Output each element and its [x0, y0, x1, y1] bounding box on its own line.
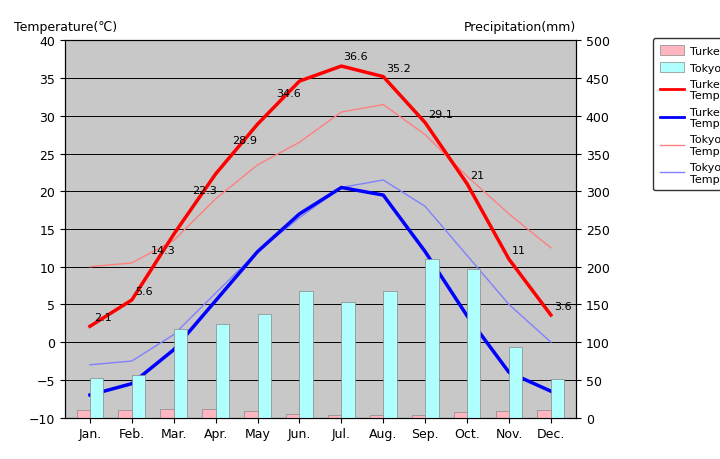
Text: 28.9: 28.9: [233, 136, 258, 146]
Text: 21: 21: [470, 170, 485, 180]
Bar: [244, 411, 258, 418]
Bar: [174, 330, 187, 418]
Bar: [370, 415, 383, 418]
Bar: [341, 302, 355, 418]
Text: 2.1: 2.1: [94, 313, 112, 323]
Bar: [258, 314, 271, 418]
Bar: [383, 291, 397, 418]
Bar: [202, 409, 216, 418]
Text: 5.6: 5.6: [135, 286, 153, 296]
Bar: [328, 414, 341, 418]
Text: 34.6: 34.6: [276, 89, 301, 99]
Bar: [537, 410, 551, 418]
Text: 11: 11: [513, 246, 526, 256]
Bar: [118, 410, 132, 418]
Text: 14.3: 14.3: [150, 246, 176, 256]
Bar: [216, 325, 229, 418]
Bar: [509, 347, 523, 418]
Bar: [412, 414, 425, 418]
Text: 36.6: 36.6: [343, 51, 368, 62]
Bar: [161, 409, 174, 418]
Bar: [90, 379, 104, 418]
Text: Temperature(℃): Temperature(℃): [14, 21, 117, 34]
Text: 35.2: 35.2: [387, 63, 411, 73]
Bar: [495, 411, 509, 418]
Text: 3.6: 3.6: [554, 301, 572, 311]
Bar: [76, 410, 90, 418]
Text: 22.3: 22.3: [193, 185, 217, 196]
Legend: Turkestan Prop., Tokyo Prop., Turkestan High
Temp., Turkestan Low
Temp., Tokyo H: Turkestan Prop., Tokyo Prop., Turkestan …: [653, 39, 720, 191]
Bar: [551, 379, 564, 418]
Bar: [286, 414, 300, 418]
Bar: [467, 269, 480, 418]
Bar: [454, 412, 467, 418]
Bar: [132, 375, 145, 418]
Text: Precipitation(mm): Precipitation(mm): [464, 21, 576, 34]
Text: 29.1: 29.1: [428, 109, 454, 119]
Bar: [300, 291, 313, 418]
Bar: [425, 260, 438, 418]
